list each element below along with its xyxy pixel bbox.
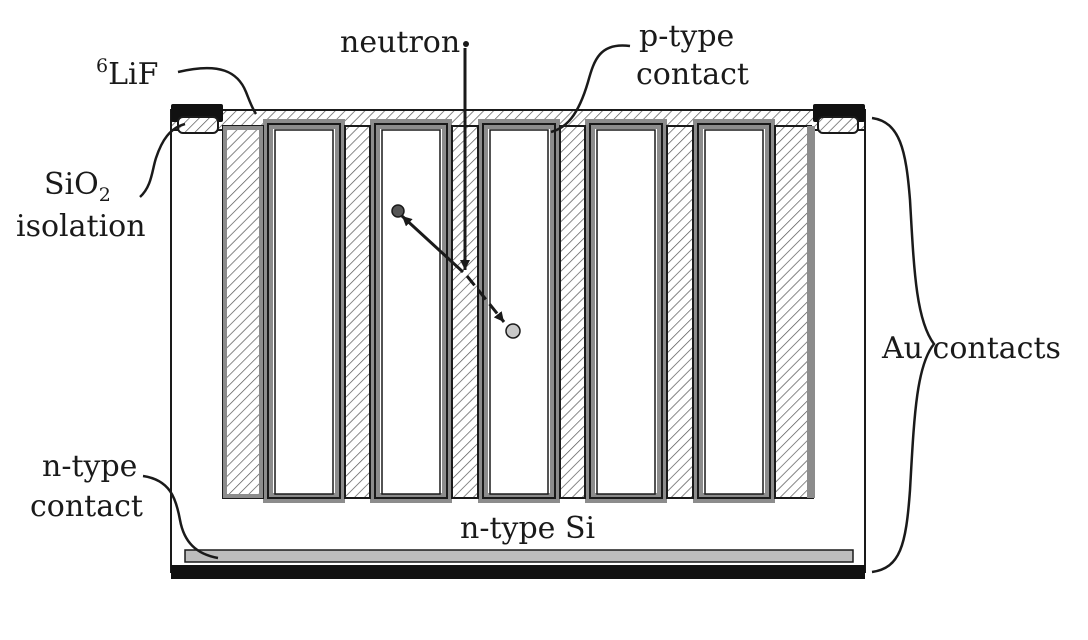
leader-lines [139,44,936,574]
n-type-contact-layer [184,549,854,563]
n-type-leader [142,474,219,560]
alpha-track [400,214,465,274]
n-type-si-label: n-type Si [460,511,595,546]
triton-track [465,275,506,323]
lif-compound: LiF [108,57,158,92]
trench-oxide [223,126,815,498]
bottom-au-contact [171,565,865,579]
neutron-dot [463,41,469,47]
n-type-label-line2: contact [30,489,143,524]
p-type-label-line2: contact [636,57,749,92]
lif-leader [177,66,258,115]
p-type-label-line1: p-type [639,19,734,54]
top-right-contact [813,104,865,134]
sio2-base: SiO [44,167,99,202]
au-contacts-label: Au contacts [881,331,1061,366]
triton-particle [505,323,521,339]
sio2-label-line2: isolation [16,209,146,244]
top-left-contact [171,104,223,134]
alpha-particle [391,204,405,218]
p-type-leader [550,44,631,134]
au-contacts-brace [871,116,936,574]
lif-label: 6LiF [96,55,158,92]
sio2-label: SiO2 [44,167,111,206]
neutron-label: neutron [340,25,460,60]
lif-isotope: 6 [96,55,108,77]
n-type-label-line1: n-type [42,449,137,484]
sio2-sub: 2 [99,184,111,206]
silicon-pillar-set [263,119,775,503]
sio2-leader [139,122,186,198]
